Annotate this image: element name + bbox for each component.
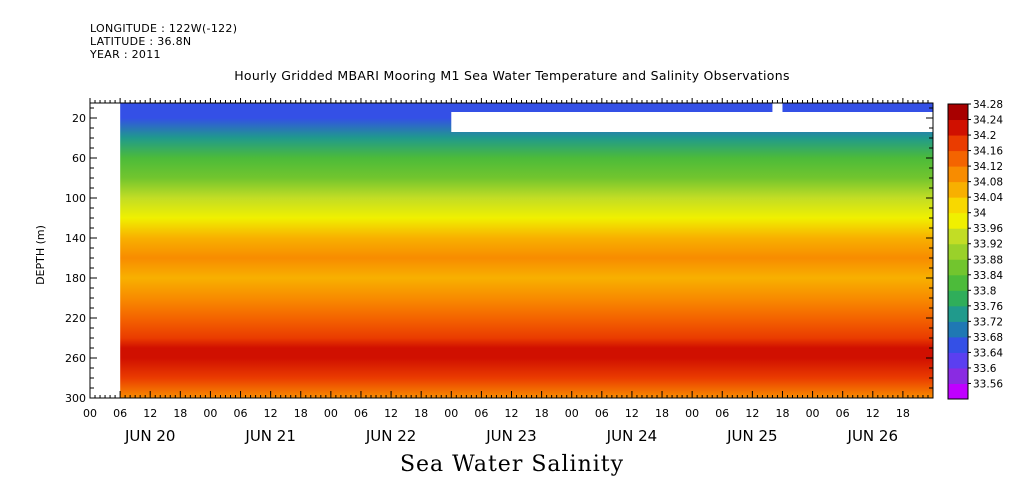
x-hour-label: 12 [625, 407, 639, 420]
colorbar-swatch [948, 181, 968, 198]
colorbar-swatch [948, 352, 968, 369]
x-hour-label: 06 [595, 407, 609, 420]
y-axis-label: DEPTH (m) [34, 225, 47, 285]
x-hour-label: 12 [384, 407, 398, 420]
x-hour-label: 06 [474, 407, 488, 420]
x-hour-label: 18 [414, 407, 428, 420]
year-label: YEAR : 2011 [90, 48, 161, 61]
y-tick-label: 100 [65, 192, 86, 205]
colorbar-label: 34 [973, 208, 987, 220]
x-day-label: JUN 25 [726, 427, 777, 445]
x-hour-label: 12 [143, 407, 157, 420]
y-tick-label: 140 [65, 232, 86, 245]
missing-data-region [90, 103, 121, 398]
x-hour-label: 18 [294, 407, 308, 420]
x-hour-label: 12 [264, 407, 278, 420]
colorbar-swatch [948, 321, 968, 338]
y-tick-label: 180 [65, 272, 86, 285]
variable-title: Sea Water Salinity [399, 452, 625, 477]
missing-data-region [772, 103, 783, 112]
colorbar-label: 33.92 [973, 239, 1003, 251]
colorbar-label: 33.8 [973, 285, 996, 297]
colorbar-label: 34.12 [973, 161, 1003, 173]
colorbar-swatch [948, 228, 968, 245]
x-hour-label: 06 [354, 407, 368, 420]
longitude-label: LONGITUDE : 122W(-122) [90, 22, 238, 35]
x-hour-label: 06 [715, 407, 729, 420]
colorbar-label: 33.56 [973, 378, 1003, 390]
colorbar-label: 34.28 [973, 99, 1003, 111]
colorbar-label: 33.6 [973, 363, 997, 375]
x-hour-label: 00 [324, 407, 338, 420]
colorbar-swatch [948, 119, 968, 136]
x-day-label: JUN 22 [365, 427, 416, 445]
x-hour-label: 00 [83, 407, 97, 420]
colorbar-swatch [948, 274, 968, 291]
x-hour-label: 18 [775, 407, 789, 420]
x-hour-label: 06 [836, 407, 850, 420]
colorbar-label: 34.2 [973, 130, 996, 142]
colorbar-swatch [948, 336, 968, 353]
x-hour-label: 00 [565, 407, 579, 420]
colorbar-swatch [948, 243, 968, 260]
colorbar-swatch [948, 259, 968, 276]
x-day-label: JUN 21 [244, 427, 295, 445]
x-hour-label: 18 [655, 407, 669, 420]
colorbar-label: 33.68 [973, 332, 1003, 344]
x-hour-label: 00 [203, 407, 217, 420]
y-axis: 20 60 100 140 180 220 260 300 [65, 107, 933, 405]
x-hour-label: 18 [896, 407, 910, 420]
x-day-label: JUN 23 [485, 427, 536, 445]
y-tick-label: 260 [65, 352, 86, 365]
colorbar-swatch [948, 367, 968, 384]
y-tick-label: 60 [72, 152, 86, 165]
colorbar-frame [947, 103, 969, 400]
x-hour-label: 00 [685, 407, 699, 420]
latitude-label: LATITUDE : 36.8N [90, 35, 192, 48]
plot-area [90, 103, 933, 398]
x-day-label: JUN 26 [847, 427, 898, 445]
colorbar-label: 33.76 [973, 301, 1003, 313]
colorbar-swatch [948, 305, 968, 322]
x-axis: 00 06 12 18 00 06 12 18 00 06 12 18 00 06 12 18 00 06 12 18… [83, 98, 929, 445]
y-tick-label: 220 [65, 312, 86, 325]
x-hour-label: 06 [113, 407, 127, 420]
colorbar-swatch [948, 197, 968, 214]
colorbar-swatch [948, 212, 968, 229]
x-hour-label: 12 [866, 407, 880, 420]
colorbar-swatch [948, 150, 968, 167]
chart-title: Hourly Gridded MBARI Mooring M1 Sea Wate… [234, 68, 790, 83]
x-day-label: JUN 24 [606, 427, 657, 445]
colorbar-label: 34.16 [973, 146, 1003, 158]
colorbar-label: 33.96 [973, 223, 1003, 235]
colorbar-label: 33.72 [973, 316, 1003, 328]
colorbar-swatch [948, 135, 968, 152]
colorbar-swatch [948, 290, 968, 307]
x-hour-label: 12 [745, 407, 759, 420]
colorbar-swatch [948, 104, 968, 121]
colorbar-label: 33.88 [973, 254, 1003, 266]
colorbar-label: 33.64 [973, 347, 1003, 359]
colorbar-swatch [948, 383, 968, 400]
x-hour-label: 00 [444, 407, 458, 420]
missing-data-region [451, 112, 933, 132]
y-tick-label: 20 [72, 112, 86, 125]
colorbar: 34.28 34.24 34.2 34.16 34.12 34.08 34.04 34 33.9… [947, 99, 1003, 400]
y-tick-label: 300 [65, 392, 86, 405]
x-hour-label: 06 [234, 407, 248, 420]
x-hour-label: 00 [806, 407, 820, 420]
x-hour-label: 18 [173, 407, 187, 420]
x-day-label: JUN 20 [124, 427, 175, 445]
salinity-field [120, 103, 933, 398]
x-hour-label: 18 [535, 407, 549, 420]
colorbar-label: 34.24 [973, 115, 1003, 127]
colorbar-label: 34.08 [973, 177, 1003, 189]
colorbar-swatch [948, 166, 968, 183]
x-hour-label: 12 [505, 407, 519, 420]
colorbar-label: 34.04 [973, 192, 1003, 204]
colorbar-label: 33.84 [973, 270, 1003, 282]
